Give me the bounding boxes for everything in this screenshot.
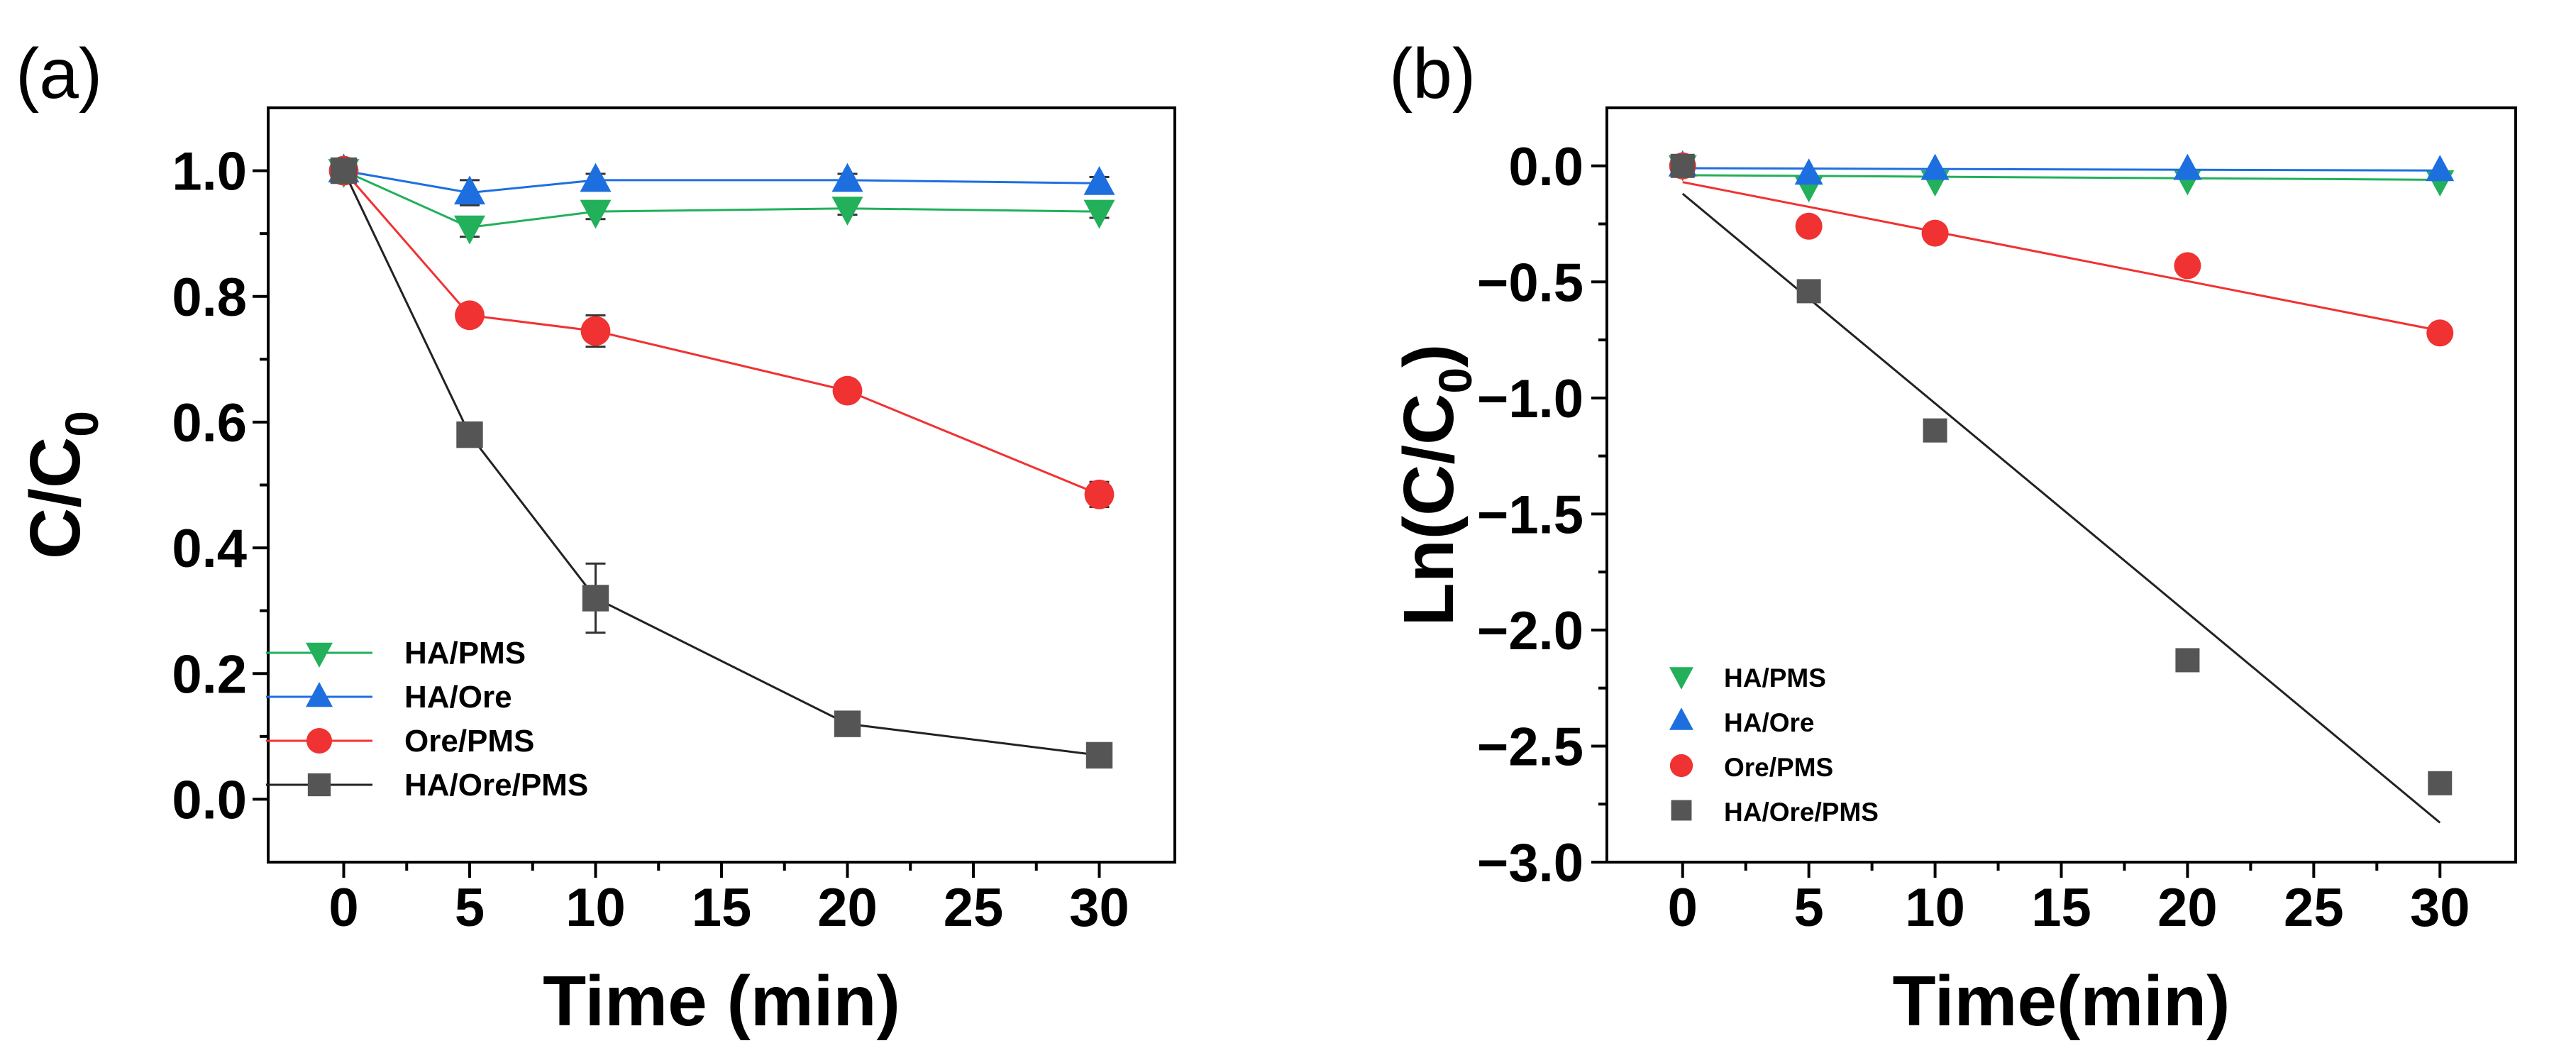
legend-marker [306,642,333,668]
legend: HA/PMS HA/Ore Ore/PMS HA/Ore/PMS [266,636,588,803]
y-tick-label: 1.0 [172,142,247,202]
data-point [456,421,483,448]
x-tick-label: 5 [455,878,485,938]
series-ha-ore-pms [330,157,1113,769]
data-point [1083,166,1115,195]
chart-panel-b: (b) 0 5 10 15 20 25 30 0.0 −0.5 −1.0 −1.5 −2.0 −2.5 −3… [1389,34,2517,1041]
legend-label: HA/Ore [404,680,512,715]
data-point [580,199,612,229]
y-tick-label: −2.5 [1477,717,1583,777]
data-point [582,585,609,612]
data-point [1670,153,1695,178]
data-point [831,197,863,226]
x-tick-label: 30 [1069,878,1129,938]
x-tick-label: 15 [692,878,752,938]
data-point [832,375,863,406]
data-point [1084,479,1115,509]
data-point [1085,741,1113,769]
legend: HA/PMS HA/Ore Ore/PMS HA/Ore/PMS [1669,663,1879,827]
series-line [343,170,1100,194]
plot-frame [1605,106,2517,864]
y-tick-label: 0.6 [172,393,247,453]
fit-line [1682,167,2440,172]
y-axis-title: Ln(C/C0) [1389,344,1481,627]
series-ha-pms [1668,155,2455,203]
x-tick-label: 10 [1905,878,1965,938]
series-ha-ore [328,153,1115,206]
y-tick-label: −1.5 [1477,485,1583,545]
x-axis-title: Time(min) [1893,961,2230,1041]
legend-label: HA/PMS [404,636,526,671]
y-tick-label: 0.0 [172,770,247,830]
y-tick-label: 0.4 [172,519,247,579]
y-axis-title: C/C0 [16,411,108,559]
legend-label: HA/Ore/PMS [1724,798,1879,827]
data-point [2426,319,2454,347]
x-tick-label: 20 [2157,878,2218,938]
data-point [580,316,611,346]
data-point [831,162,863,192]
series-ha-ore-pms [1670,153,2453,824]
y-tick-label: −0.5 [1477,253,1583,313]
panel-label: (a) [16,34,102,114]
fit-line [1682,181,2440,332]
legend-marker [1671,800,1692,821]
data-point [454,175,485,205]
x-tick-label: 0 [328,878,358,938]
data-point [2175,648,2200,673]
x-tick-label: 15 [2031,878,2091,938]
y-tick-label: −3.0 [1477,833,1583,893]
data-point [1083,199,1115,229]
panel-label: (b) [1389,34,1476,114]
legend-label: HA/Ore [1724,708,1814,737]
data-point [2428,771,2453,795]
data-point [2174,252,2201,280]
legend-marker [1669,707,1693,730]
y-tick-label: 0.0 [1508,137,1583,197]
data-point [454,215,485,245]
data-point [330,157,358,184]
legend-marker [307,773,331,797]
data-point [1921,219,1949,247]
series-ore-pms [1669,152,2454,347]
chart-panel-a: (a) 0 5 10 15 20 25 30 0.0 0.2 0.4 0.6 0.8 1.0 Time (m… [16,34,1176,1041]
x-tick-label: 20 [817,878,878,938]
x-tick-label: 5 [1794,878,1824,938]
legend-marker [1669,754,1693,778]
legend-label: HA/PMS [1724,663,1826,693]
x-axis-title: Time (min) [543,961,900,1041]
y-tick-label: −1.0 [1477,369,1583,429]
data-point [2426,155,2455,182]
x-tick-label: 30 [2410,878,2470,938]
data-point [455,300,485,331]
legend-label: Ore/PMS [404,724,534,759]
data-point [580,162,612,192]
data-point [1796,279,1821,304]
series-ha-pms [328,159,1115,245]
y-tick-label: 0.8 [172,268,247,328]
x-tick-label: 0 [1668,878,1698,938]
y-tick-label: 0.2 [172,644,247,705]
legend-marker [1669,667,1693,690]
legend-marker [306,727,333,754]
y-tick-label: −2.0 [1477,601,1583,661]
x-tick-label: 25 [944,878,1004,938]
data-point [1923,418,1947,443]
x-tick-label: 25 [2284,878,2344,938]
data-point [1920,153,1950,180]
data-point [2173,153,2202,180]
data-point [834,710,861,737]
legend-marker [306,682,333,707]
legend-label: Ore/PMS [1724,753,1833,782]
legend-label: HA/Ore/PMS [404,768,588,803]
data-point [1795,212,1823,240]
x-tick-label: 10 [565,878,626,938]
series-ore-pms [328,155,1115,509]
data-point [1794,158,1823,185]
